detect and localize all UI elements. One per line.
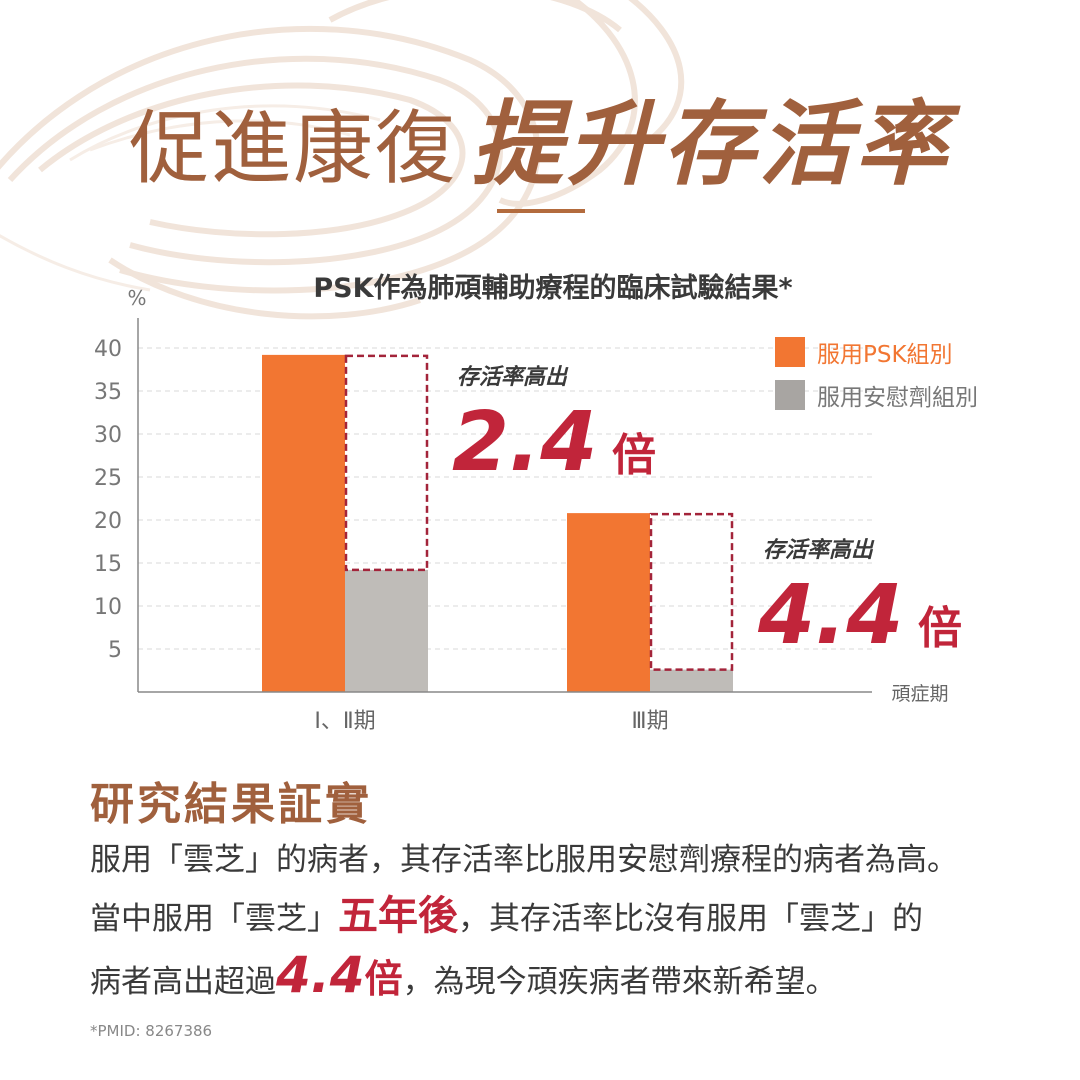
footnote-pmid: *PMID: 8267386 <box>90 1022 213 1040</box>
y-tick-35: 35 <box>94 380 122 405</box>
bar-placebo-1 <box>345 569 428 692</box>
legend-label-placebo: 服用安慰劑組別 <box>817 385 978 411</box>
results-line-1: 服用「雲芝」的病者，其存活率比服用安慰劑療程的病者為高。 <box>90 842 958 878</box>
legend-swatch-psk <box>775 337 805 367</box>
y-tick-labels: 5 10 15 20 25 30 35 40 <box>94 337 122 663</box>
annotation-1-label: 存活率高出 <box>457 364 569 390</box>
results-line-2-start: 當中服用「雲芝」 <box>90 901 338 937</box>
five-years-highlight: 五年後 <box>338 893 458 939</box>
bar-placebo-2 <box>650 669 733 692</box>
y-tick-40: 40 <box>94 337 122 362</box>
lingzhi-mushroom-illustration <box>0 0 685 320</box>
annotation-2-value: 4.4 <box>757 568 903 663</box>
annotation-1-unit: 倍 <box>612 430 656 481</box>
legend-label-psk: 服用PSK組別 <box>817 342 953 368</box>
difference-box-1 <box>344 354 429 572</box>
y-tick-5: 5 <box>108 638 122 663</box>
y-tick-15: 15 <box>94 552 122 577</box>
x-tick-labels: Ⅰ、Ⅱ期 Ⅲ期 <box>314 709 668 734</box>
results-line-3: 病者高出超過4.4倍，為現今頑疾病者帶來新希望。 <box>90 947 1050 1010</box>
chart-title: PSK作為肺頑輔助療程的臨床試驗結果* <box>313 272 792 304</box>
annotation-2-unit: 倍 <box>918 603 962 654</box>
results-line-3-start: 病者高出超過 <box>90 964 276 1000</box>
y-axis-label: % <box>127 286 146 310</box>
results-line-2: 當中服用「雲芝」五年後，其存活率比沒有服用「雲芝」的 <box>90 888 1050 947</box>
results-heading: 研究結果証實 <box>90 779 372 830</box>
bar-chart: PSK作為肺頑輔助療程的臨床試驗結果* % 5 10 15 20 25 30 35 40 頑症… <box>94 272 978 734</box>
headline: 促進康復 提升存活率 <box>0 70 1080 203</box>
title-divider <box>497 209 585 213</box>
annotation-1: 存活率高出 2.4 倍 <box>452 364 656 490</box>
x-tick-1: Ⅰ、Ⅱ期 <box>314 709 375 734</box>
results-line-2-end: ，其存活率比沒有服用「雲芝」的 <box>458 901 923 937</box>
annotation-1-value: 2.4 <box>452 395 597 490</box>
y-tick-30: 30 <box>94 423 122 448</box>
x-axis-label: 頑症期 <box>891 683 948 705</box>
bars <box>262 354 733 692</box>
annotation-2-label: 存活率高出 <box>763 537 875 563</box>
results-paragraph: 服用「雲芝」的病者，其存活率比服用安慰劑療程的病者為高。 當中服用「雲芝」五年後… <box>90 832 1050 1010</box>
bar-psk-1 <box>262 354 345 692</box>
legend: 服用PSK組別 服用安慰劑組別 <box>775 337 978 411</box>
difference-box-2 <box>649 512 734 671</box>
legend-swatch-placebo <box>775 380 805 410</box>
headline-bold: 提升存活率 <box>470 91 951 198</box>
x-tick-2: Ⅲ期 <box>631 709 668 734</box>
headline-light: 促進康復 <box>128 102 457 195</box>
y-tick-20: 20 <box>94 509 122 534</box>
dashed-difference-boxes <box>344 354 734 671</box>
ratio-highlight-unit: 倍 <box>364 957 403 1001</box>
y-tick-10: 10 <box>94 595 122 620</box>
annotation-2: 存活率高出 4.4 倍 <box>757 537 962 663</box>
ratio-highlight-value: 4.4 <box>276 946 365 1004</box>
y-tick-25: 25 <box>94 466 122 491</box>
bar-psk-2 <box>567 513 650 692</box>
results-line-3-end: ，為現今頑疾病者帶來新希望。 <box>402 964 837 1000</box>
